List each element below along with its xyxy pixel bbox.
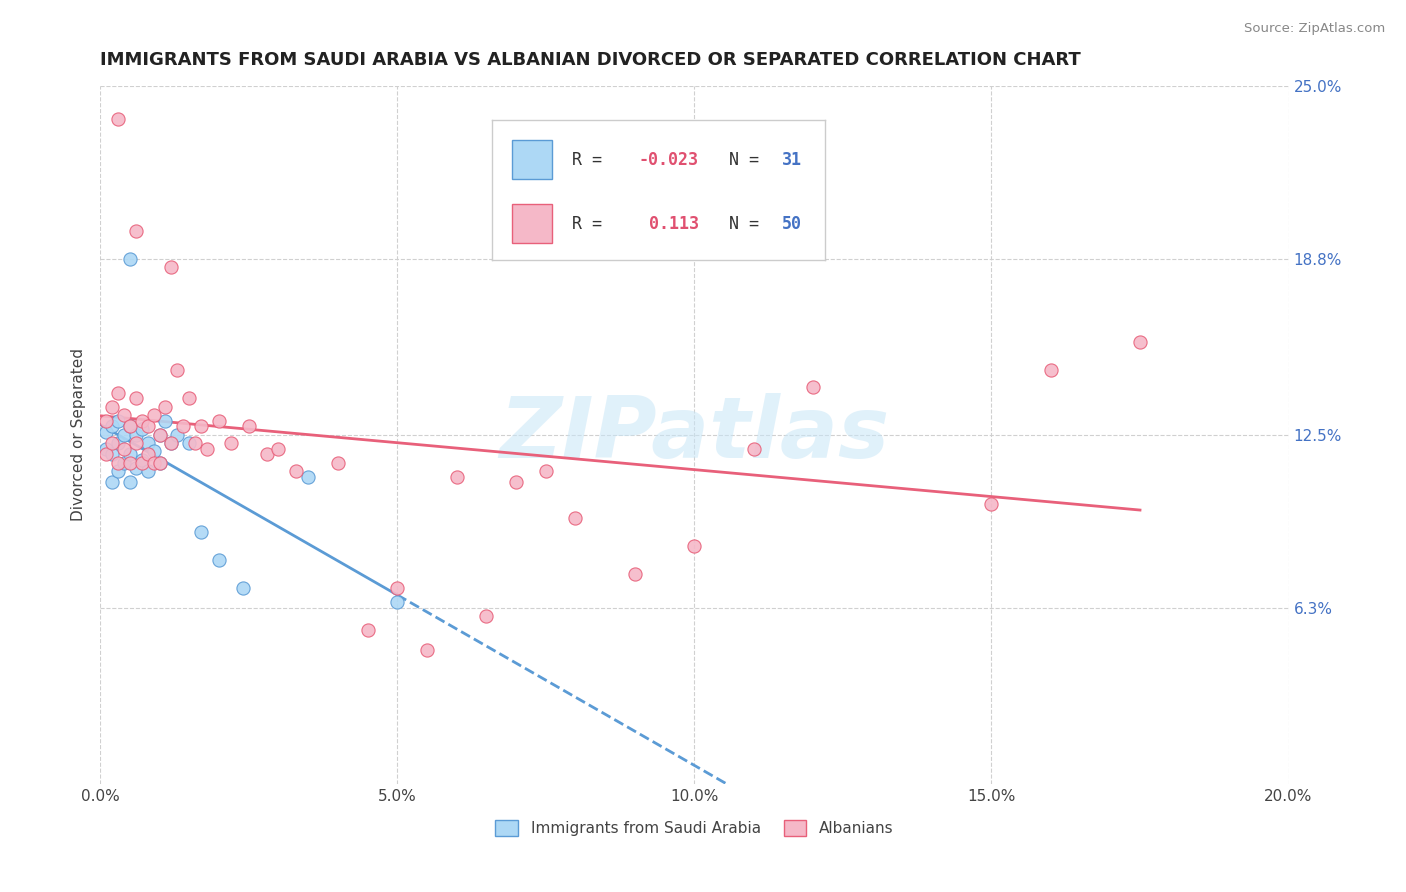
Point [118, 447, 141, 461]
Point [232, 581, 254, 595]
Point [101, 475, 124, 489]
Point [107, 464, 129, 478]
Point [1039, 363, 1062, 377]
Point [179, 436, 201, 450]
Point [534, 464, 557, 478]
Point [208, 414, 231, 428]
Point [142, 456, 165, 470]
Text: IMMIGRANTS FROM SAUDI ARABIA VS ALBANIAN DIVORCED OR SEPARATED CORRELATION CHART: IMMIGRANTS FROM SAUDI ARABIA VS ALBANIAN… [100, 51, 1081, 69]
Point [125, 224, 148, 238]
Point [326, 456, 349, 470]
Point [238, 419, 260, 434]
Point [190, 419, 212, 434]
Point [172, 419, 194, 434]
Point [112, 427, 135, 442]
Point [107, 385, 129, 400]
Point [118, 475, 141, 489]
Point [505, 475, 527, 489]
Point [107, 436, 129, 450]
Point [94, 447, 117, 461]
Point [148, 456, 170, 470]
Point [107, 414, 129, 428]
Point [564, 511, 586, 525]
Point [155, 400, 177, 414]
Point [107, 112, 129, 126]
Point [125, 427, 148, 442]
Point [256, 447, 278, 461]
Point [208, 553, 231, 567]
Point [190, 525, 212, 540]
Point [101, 400, 124, 414]
Point [387, 595, 409, 609]
Point [112, 456, 135, 470]
Point [136, 419, 159, 434]
Point [136, 464, 159, 478]
Point [112, 442, 135, 456]
Point [142, 444, 165, 458]
Point [125, 461, 148, 475]
Text: ZIPatlas: ZIPatlas [499, 393, 890, 476]
Point [112, 408, 135, 422]
Point [136, 436, 159, 450]
Point [980, 498, 1002, 512]
Point [742, 442, 765, 456]
Point [118, 456, 141, 470]
Point [179, 392, 201, 406]
Point [801, 380, 824, 394]
Point [136, 22, 159, 37]
Point [101, 419, 124, 434]
Point [297, 469, 319, 483]
Point [1129, 335, 1152, 350]
Point [118, 419, 141, 434]
Y-axis label: Divorced or Separated: Divorced or Separated [72, 348, 86, 521]
Point [387, 581, 409, 595]
Point [446, 469, 468, 483]
Point [166, 363, 188, 377]
Point [475, 609, 498, 624]
Point [683, 539, 706, 553]
Point [131, 422, 153, 436]
Point [160, 436, 183, 450]
Point [285, 464, 308, 478]
Point [107, 456, 129, 470]
Point [101, 447, 124, 461]
Point [136, 447, 159, 461]
Point [131, 452, 153, 467]
Point [184, 436, 207, 450]
Point [94, 442, 117, 456]
Point [94, 425, 117, 439]
Point [155, 414, 177, 428]
Point [131, 456, 153, 470]
Point [142, 408, 165, 422]
Point [118, 252, 141, 266]
Point [118, 419, 141, 434]
Point [166, 427, 188, 442]
Point [267, 442, 290, 456]
Legend: Immigrants from Saudi Arabia, Albanians: Immigrants from Saudi Arabia, Albanians [489, 814, 900, 842]
Point [148, 427, 170, 442]
Point [160, 436, 183, 450]
Point [94, 414, 117, 428]
Point [125, 436, 148, 450]
Point [125, 392, 148, 406]
Point [219, 436, 242, 450]
Point [195, 442, 218, 456]
Point [416, 642, 439, 657]
Point [148, 427, 170, 442]
Point [148, 456, 170, 470]
Point [101, 436, 124, 450]
Text: Source: ZipAtlas.com: Source: ZipAtlas.com [1244, 22, 1385, 36]
Point [624, 567, 647, 582]
Point [131, 414, 153, 428]
Point [356, 623, 378, 637]
Point [160, 260, 183, 274]
